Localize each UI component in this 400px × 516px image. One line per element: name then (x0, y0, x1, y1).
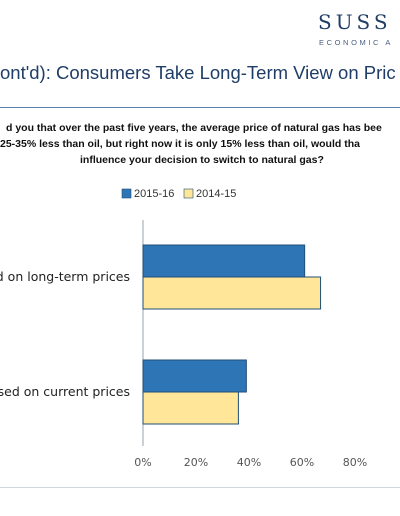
bar (142, 244, 306, 278)
logo-wordmark: SUSS (318, 10, 392, 34)
category-label: used on current prices (0, 384, 130, 399)
legend-swatch (121, 188, 132, 199)
chart-canvas: 2015-16 2014-15 sed on long-term prices use… (0, 188, 367, 469)
slide-title: ont'd): Consumers Take Long-Term View on… (0, 62, 396, 83)
legend-swatch (183, 188, 194, 199)
footer-divider (0, 487, 400, 488)
bar (142, 276, 322, 310)
question-line-2: 25-35% less than oil, but right now it i… (0, 138, 360, 150)
bar-chart: 2015-16 2014-15 sed on long-term prices use… (0, 180, 400, 480)
company-logo: SUSS ECONOMIC A (318, 10, 400, 50)
tick-label: 20% (184, 456, 208, 469)
survey-question: d you that over the past five years, the… (0, 107, 400, 192)
category-label: sed on long-term prices (0, 269, 130, 284)
tick-label: 60% (290, 456, 314, 469)
bar (142, 391, 239, 425)
legend-label: 2015-16 (134, 188, 174, 200)
tick-label: 80% (343, 456, 367, 469)
question-line-3: influence your decision to switch to nat… (80, 154, 324, 166)
bar (142, 359, 247, 393)
tick-label: 0% (134, 456, 151, 469)
question-line-1: d you that over the past five years, the… (6, 122, 382, 134)
tick-label: 40% (237, 456, 261, 469)
legend-label: 2014-15 (196, 188, 236, 200)
logo-tagline: ECONOMIC A (319, 38, 393, 47)
